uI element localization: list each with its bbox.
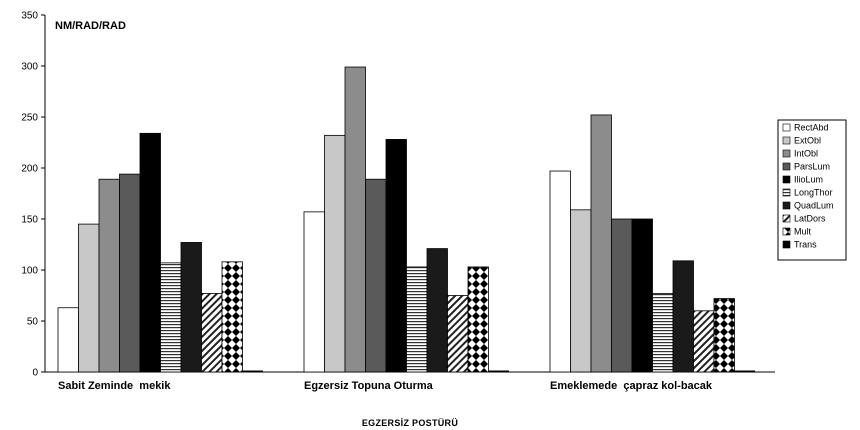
category-label: Sabit Zeminde mekik bbox=[58, 380, 171, 392]
y-tick-label: 50 bbox=[27, 317, 39, 328]
bar-parslum bbox=[611, 218, 633, 373]
bar-quadlum bbox=[672, 260, 694, 373]
bar-extobl bbox=[78, 223, 100, 373]
y-tick-label: 200 bbox=[21, 164, 38, 175]
legend-swatch bbox=[782, 149, 791, 158]
bar-quadlum bbox=[180, 242, 202, 373]
category-labels: Sabit Zeminde mekik Egzersiz Topuna Oturm… bbox=[58, 380, 713, 392]
legend-swatch bbox=[782, 214, 791, 223]
bar-mult bbox=[221, 261, 243, 373]
bar-longthor bbox=[406, 266, 428, 373]
bar-mult bbox=[713, 298, 735, 373]
legend-label: Trans bbox=[794, 240, 817, 250]
legend-swatch bbox=[782, 188, 791, 197]
legend-swatch bbox=[782, 123, 791, 132]
legend-label: ExtObl bbox=[794, 136, 821, 146]
bar-intobl bbox=[98, 178, 120, 373]
bar-parslum bbox=[119, 173, 141, 373]
bar-rectabd bbox=[549, 170, 571, 373]
legend-swatch bbox=[782, 240, 791, 249]
legend-label: RectAbd bbox=[794, 123, 829, 133]
y-tick-label: 300 bbox=[21, 62, 38, 73]
bar-iliolum bbox=[631, 218, 653, 373]
bar-extobl bbox=[570, 209, 592, 373]
bars bbox=[57, 66, 755, 373]
legend-label: QuadLum bbox=[794, 201, 834, 211]
bar-parslum bbox=[365, 178, 387, 373]
y-tick-label: 250 bbox=[21, 113, 38, 124]
legend-swatch bbox=[782, 227, 791, 236]
bar-latdors bbox=[693, 310, 715, 373]
y-tick-label: 150 bbox=[21, 215, 38, 226]
bar-quadlum bbox=[426, 248, 448, 373]
legend-label: LongThor bbox=[794, 188, 833, 198]
legend-swatch bbox=[782, 162, 791, 171]
bar-longthor bbox=[652, 293, 674, 373]
category-label: Egzersiz Topuna Oturma bbox=[304, 380, 434, 392]
bar-rectabd bbox=[303, 211, 325, 373]
y-tick-label: 0 bbox=[32, 368, 38, 379]
legend-swatch bbox=[782, 175, 791, 184]
bar-trans bbox=[242, 370, 263, 372]
bar-iliolum bbox=[139, 132, 161, 373]
bar-trans bbox=[734, 370, 755, 372]
bar-iliolum bbox=[385, 139, 407, 373]
legend-label: ParsLum bbox=[794, 162, 830, 172]
legend-label: Mult bbox=[794, 227, 812, 237]
bar-latdors bbox=[201, 293, 223, 373]
y-ticks: 0 50 100 150 200 250 300 350 bbox=[21, 11, 45, 379]
bar-mult bbox=[467, 266, 489, 373]
legend-label: IlioLum bbox=[794, 175, 823, 185]
bar-longthor bbox=[160, 262, 182, 373]
bar-trans bbox=[488, 370, 509, 372]
x-axis-title: EGZERSİZ POSTÜRÜ bbox=[362, 418, 458, 428]
y-axis-title: NM/RAD/RAD bbox=[55, 20, 126, 32]
bar-intobl bbox=[590, 114, 612, 373]
bar-latdors bbox=[447, 295, 469, 373]
legend-label: LatDors bbox=[794, 214, 826, 224]
y-tick-label: 350 bbox=[21, 11, 38, 22]
bar-extobl bbox=[324, 134, 346, 373]
bar-intobl bbox=[344, 66, 366, 373]
legend-label: IntObl bbox=[794, 149, 818, 159]
y-tick-label: 100 bbox=[21, 266, 38, 277]
legend-swatch bbox=[782, 201, 791, 210]
bar-rectabd bbox=[57, 307, 79, 373]
legend: RectAbd ExtObl IntObl ParsLum IlioLum LongTho… bbox=[777, 119, 847, 261]
category-label: Emeklemede çapraz kol-bacak bbox=[550, 380, 713, 392]
legend-swatch bbox=[782, 136, 791, 145]
